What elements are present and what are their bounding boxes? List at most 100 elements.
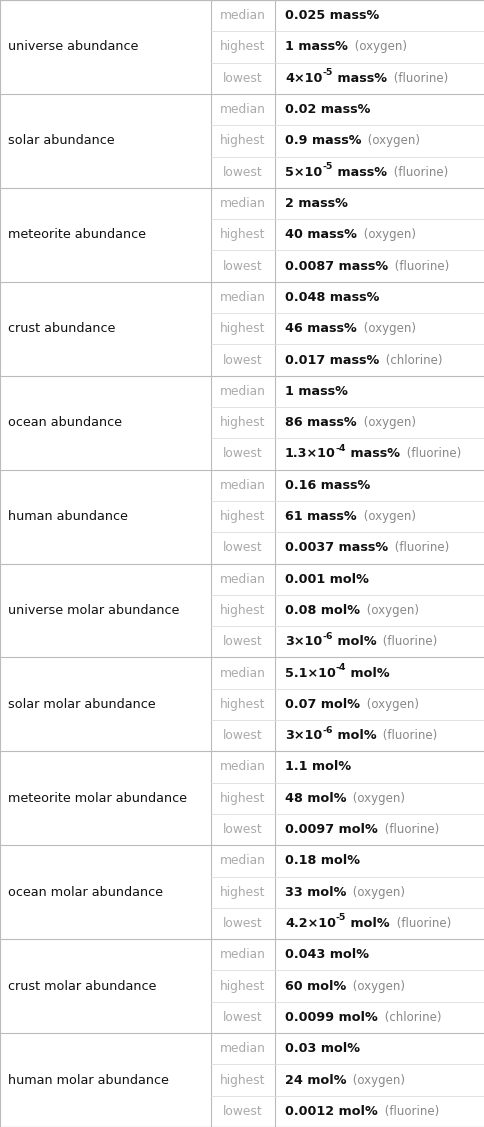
Text: -4: -4 [335,663,346,672]
Text: mass%: mass% [332,166,386,179]
Text: median: median [220,573,265,586]
Text: median: median [220,103,265,116]
Text: median: median [220,948,265,961]
Text: 0.0099 mol%: 0.0099 mol% [285,1011,377,1024]
Text: -6: -6 [321,631,332,640]
Text: 2 mass%: 2 mass% [285,197,347,210]
Text: 0.0012 mol%: 0.0012 mol% [285,1104,377,1118]
Text: human abundance: human abundance [8,511,128,523]
Text: 4.2×10: 4.2×10 [285,917,335,930]
Text: 0.025 mass%: 0.025 mass% [285,9,378,23]
Text: lowest: lowest [223,1011,262,1024]
Text: mol%: mol% [346,917,389,930]
Text: crust molar abundance: crust molar abundance [8,979,156,993]
Text: 46 mass%: 46 mass% [285,322,356,335]
Text: 0.02 mass%: 0.02 mass% [285,103,370,116]
Text: lowest: lowest [223,1104,262,1118]
Text: 0.9 mass%: 0.9 mass% [285,134,361,148]
Text: (oxygen): (oxygen) [350,41,406,53]
Text: -4: -4 [335,444,346,453]
Text: highest: highest [220,886,265,898]
Text: universe molar abundance: universe molar abundance [8,604,179,616]
Text: ocean abundance: ocean abundance [8,416,122,429]
Text: mol%: mol% [332,636,376,648]
Text: -6: -6 [321,726,332,735]
Text: meteorite abundance: meteorite abundance [8,229,146,241]
Text: 0.07 mol%: 0.07 mol% [285,698,359,711]
Text: 0.0097 mol%: 0.0097 mol% [285,823,377,836]
Text: 0.048 mass%: 0.048 mass% [285,291,378,304]
Text: 1 mass%: 1 mass% [285,41,347,53]
Text: highest: highest [220,416,265,429]
Text: (chlorine): (chlorine) [380,1011,440,1024]
Text: highest: highest [220,229,265,241]
Text: (chlorine): (chlorine) [381,354,442,366]
Text: ocean molar abundance: ocean molar abundance [8,886,163,898]
Text: 0.001 mol%: 0.001 mol% [285,573,368,586]
Text: (fluorine): (fluorine) [392,917,450,930]
Text: 5×10: 5×10 [285,166,321,179]
Text: lowest: lowest [223,354,262,366]
Text: (oxygen): (oxygen) [349,792,405,805]
Text: crust abundance: crust abundance [8,322,115,335]
Text: (oxygen): (oxygen) [349,1074,405,1086]
Text: (fluorine): (fluorine) [389,72,447,85]
Text: (oxygen): (oxygen) [348,886,405,898]
Text: median: median [220,761,265,773]
Text: median: median [220,479,265,491]
Text: 0.0037 mass%: 0.0037 mass% [285,541,387,554]
Text: 3×10: 3×10 [285,729,321,743]
Text: lowest: lowest [223,917,262,930]
Text: 1.3×10: 1.3×10 [285,447,335,461]
Text: 0.043 mol%: 0.043 mol% [285,948,368,961]
Text: mass%: mass% [332,72,386,85]
Text: 33 mol%: 33 mol% [285,886,346,898]
Text: lowest: lowest [223,636,262,648]
Text: highest: highest [220,979,265,993]
Text: median: median [220,9,265,23]
Text: 0.03 mol%: 0.03 mol% [285,1042,359,1055]
Text: highest: highest [220,41,265,53]
Text: (fluorine): (fluorine) [390,541,449,554]
Text: human molar abundance: human molar abundance [8,1074,168,1086]
Text: mass%: mass% [346,447,400,461]
Text: median: median [220,291,265,304]
Text: 0.0087 mass%: 0.0087 mass% [285,259,387,273]
Text: lowest: lowest [223,823,262,836]
Text: 1.1 mol%: 1.1 mol% [285,761,350,773]
Text: lowest: lowest [223,259,262,273]
Text: (oxygen): (oxygen) [359,416,415,429]
Text: (fluorine): (fluorine) [380,823,438,836]
Text: 24 mol%: 24 mol% [285,1074,346,1086]
Text: -5: -5 [321,162,332,171]
Text: universe abundance: universe abundance [8,41,138,53]
Text: lowest: lowest [223,72,262,85]
Text: 86 mass%: 86 mass% [285,416,356,429]
Text: 3×10: 3×10 [285,636,321,648]
Text: mol%: mol% [346,666,389,680]
Text: 0.017 mass%: 0.017 mass% [285,354,378,366]
Text: (oxygen): (oxygen) [359,511,415,523]
Text: (oxygen): (oxygen) [359,229,415,241]
Text: solar abundance: solar abundance [8,134,114,148]
Text: mol%: mol% [332,729,376,743]
Text: lowest: lowest [223,541,262,554]
Text: lowest: lowest [223,166,262,179]
Text: (oxygen): (oxygen) [359,322,415,335]
Text: 60 mol%: 60 mol% [285,979,346,993]
Text: solar molar abundance: solar molar abundance [8,698,155,711]
Text: (oxygen): (oxygen) [348,979,405,993]
Text: 0.16 mass%: 0.16 mass% [285,479,369,491]
Text: 1 mass%: 1 mass% [285,384,347,398]
Text: 5.1×10: 5.1×10 [285,666,335,680]
Text: lowest: lowest [223,447,262,461]
Text: highest: highest [220,792,265,805]
Text: lowest: lowest [223,729,262,743]
Text: median: median [220,1042,265,1055]
Text: -5: -5 [322,68,332,77]
Text: median: median [220,384,265,398]
Text: median: median [220,197,265,210]
Text: 0.18 mol%: 0.18 mol% [285,854,359,868]
Text: 40 mass%: 40 mass% [285,229,356,241]
Text: 61 mass%: 61 mass% [285,511,356,523]
